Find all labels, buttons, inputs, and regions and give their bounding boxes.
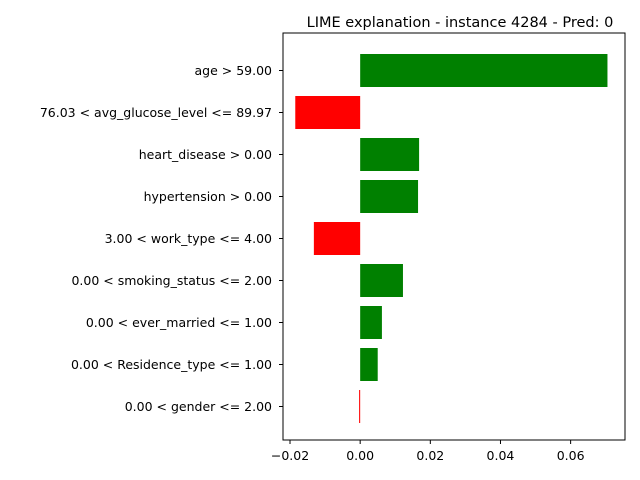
x-tick-label: 0.00: [346, 448, 374, 463]
y-tick-label: 0.00 < smoking_status <= 2.00: [71, 273, 272, 288]
bar: [360, 264, 403, 297]
axes-frame: [282, 32, 626, 441]
y-tick-label: 0.00 < gender <= 2.00: [125, 399, 272, 414]
x-tick-label: −0.02: [271, 448, 309, 463]
y-tick-label: heart_disease > 0.00: [139, 147, 272, 162]
chart-title: LIME explanation - instance 4284 - Pred:…: [307, 15, 614, 31]
bar: [360, 138, 420, 171]
y-tick-label: age > 59.00: [195, 63, 273, 78]
bar: [360, 180, 419, 213]
y-tick-label: 76.03 < avg_glucose_level <= 89.97: [40, 105, 272, 120]
x-tick-label: 0.04: [487, 448, 515, 463]
bar: [360, 54, 608, 87]
y-tick-label: 3.00 < work_type <= 4.00: [105, 231, 272, 246]
x-tick-label: 0.02: [416, 448, 444, 463]
y-tick-label: 0.00 < Residence_type <= 1.00: [71, 357, 272, 372]
bar: [360, 306, 382, 339]
bar: [359, 390, 361, 423]
y-tick-label: 0.00 < ever_married <= 1.00: [86, 315, 272, 330]
bar: [360, 348, 378, 381]
bar: [313, 222, 361, 255]
x-tick-label: 0.06: [557, 448, 585, 463]
y-tick-label: hypertension > 0.00: [144, 189, 272, 204]
bar: [295, 96, 361, 129]
